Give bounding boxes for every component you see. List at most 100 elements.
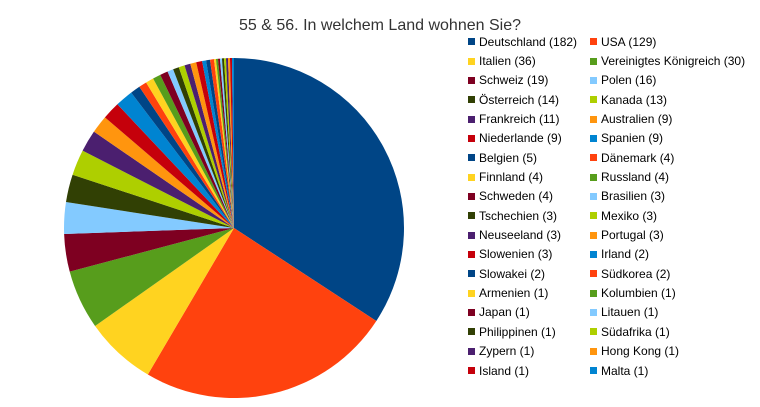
chart-title: 55 & 56. In welchem Land wohnen Sie? (239, 17, 521, 34)
legend-label: Südafrika (1) (601, 324, 670, 339)
legend-swatch (468, 192, 475, 200)
legend-swatch (590, 57, 597, 65)
pie-slice-philippinen (221, 58, 234, 228)
legend-label: Brasilien (3) (601, 189, 666, 204)
pie-slice-usa (147, 228, 377, 399)
legend-item: Finnland (4) (468, 167, 590, 186)
legend-swatch (590, 308, 597, 316)
legend-label: Portugal (3) (601, 228, 664, 243)
legend-item: Japan (1) (468, 303, 590, 322)
legend-swatch (468, 76, 475, 84)
legend-swatch (590, 173, 597, 181)
pie-slice-neuseeland (184, 63, 234, 229)
legend-swatch (468, 250, 475, 258)
legend-swatch (590, 192, 597, 200)
legend-label: Italien (36) (479, 54, 536, 69)
legend-item: Kanada (13) (590, 90, 750, 109)
pie-slice-schweden (160, 71, 234, 229)
legend-swatch (468, 134, 475, 142)
legend-swatch (590, 212, 597, 220)
legend-label: Island (1) (479, 363, 530, 378)
legend-label: Schweiz (19) (479, 73, 549, 88)
pie-slice-island (229, 58, 234, 229)
pie-slice-südafrika (223, 58, 234, 228)
legend-swatch (468, 173, 475, 181)
legend-swatch (590, 115, 597, 123)
legend-item: Deutschland (182) (468, 32, 590, 51)
legend-label: Hong Kong (1) (601, 344, 680, 359)
pie-slice-hong-kong (227, 58, 234, 228)
legend-item: Hong Kong (1) (590, 342, 750, 361)
legend-label: Zypern (1) (479, 344, 535, 359)
legend-swatch (468, 328, 475, 336)
legend-item: Österreich (14) (468, 90, 590, 109)
legend-swatch (468, 347, 475, 355)
legend-swatch (468, 154, 475, 162)
legend-label: Mexiko (3) (601, 208, 658, 223)
legend-item: Irland (2) (590, 245, 750, 264)
legend-item: Island (1) (468, 361, 590, 380)
pie-slice-finnland (146, 78, 234, 229)
pie-slice-vereinigtes-königreich (69, 228, 235, 326)
legend-label: Frankreich (11) (479, 112, 560, 127)
legend-item: Italien (36) (468, 51, 590, 70)
legend-item: Mexiko (3) (590, 206, 750, 225)
legend-swatch (590, 270, 597, 278)
legend-swatch (468, 115, 475, 123)
pie-slice-malta (231, 57, 234, 228)
pie-slices (64, 57, 405, 399)
pie-chart (64, 57, 405, 399)
legend-item: Neuseeland (3) (468, 225, 590, 244)
pie-slice-brasilien (167, 69, 234, 229)
legend-item: Tschechien (3) (468, 206, 590, 225)
legend-swatch (468, 367, 475, 375)
legend-label: Australien (9) (601, 112, 673, 127)
legend-item: Brasilien (3) (590, 187, 750, 206)
pie-slice-armenien (213, 58, 234, 229)
legend-label: USA (129) (601, 34, 657, 49)
legend-item: Philippinen (1) (468, 322, 590, 341)
pie-slice-slowakei (206, 59, 234, 229)
legend-swatch (468, 231, 475, 239)
pie-slice-spanien (117, 92, 234, 229)
pie-slice-österreich (66, 174, 234, 228)
legend-label: Spanien (9) (601, 131, 664, 146)
pie-slice-belgien (131, 86, 234, 228)
pie-slice-deutschland (234, 58, 405, 321)
legend-label: Schweden (4) (479, 189, 554, 204)
legend-swatch (590, 367, 597, 375)
legend-label: Neuseeland (3) (479, 228, 562, 243)
legend-label: Polen (16) (601, 73, 657, 88)
pie-slice-tschechien (173, 67, 234, 229)
legend-label: Slowenien (3) (479, 247, 553, 262)
pie-slice-portugal (190, 62, 234, 229)
legend-label: Kanada (13) (601, 92, 668, 107)
legend-item: Russland (4) (590, 167, 750, 186)
legend-label: Slowakei (2) (479, 266, 546, 281)
legend-swatch (590, 250, 597, 258)
pie-slice-japan (217, 58, 234, 228)
legend-item: Spanien (9) (590, 129, 750, 148)
pie-slice-zypern (225, 58, 234, 228)
legend-label: Österreich (14) (479, 92, 560, 107)
legend-item: Australien (9) (590, 109, 750, 128)
legend-swatch (468, 212, 475, 220)
legend-label: Litauen (1) (601, 305, 659, 320)
pie-slice-irland (202, 60, 234, 228)
pie-slice-italien (95, 228, 234, 375)
pie-slice-niederlande (104, 104, 235, 228)
legend-item: Frankreich (11) (468, 109, 590, 128)
legend-swatch (590, 347, 597, 355)
legend-label: Russland (4) (601, 170, 670, 185)
legend-swatch (590, 38, 597, 46)
pie-slice-slowenien (196, 61, 234, 228)
legend-item: Niederlande (9) (468, 129, 590, 148)
legend-swatch (468, 289, 475, 297)
pie-slice-frankreich (82, 131, 235, 228)
pie-slice-kolumbien (215, 58, 234, 229)
legend-item: Litauen (1) (590, 303, 750, 322)
legend-item: USA (129) (590, 32, 750, 51)
legend-label: Philippinen (1) (479, 324, 556, 339)
legend: Deutschland (182) USA (129) Italien (36) Ve… (468, 32, 750, 380)
legend-item: Polen (16) (590, 71, 750, 90)
